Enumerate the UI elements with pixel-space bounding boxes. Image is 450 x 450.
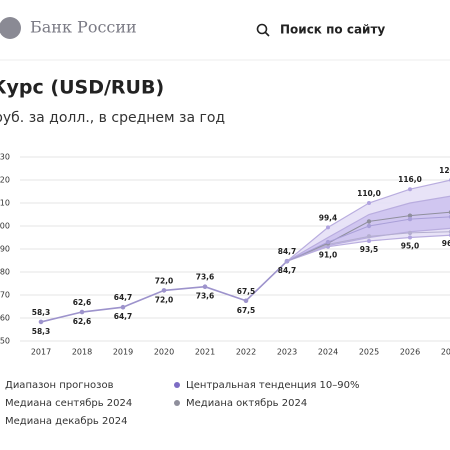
x-tick-label: 2027	[441, 348, 450, 357]
legend-marker	[174, 400, 180, 406]
data-label: 93,5	[360, 245, 379, 254]
chart-subtitle: руб. за долл., в среднем за год	[0, 110, 225, 126]
data-label: 62,6	[73, 317, 92, 326]
history-point	[120, 304, 126, 310]
median-point	[366, 234, 372, 239]
search[interactable]: Поиск по сайту	[256, 23, 386, 37]
history-point	[202, 284, 208, 290]
x-tick-label: 2020	[154, 348, 174, 357]
x-tick-label: 2025	[359, 348, 379, 357]
band-point	[326, 225, 330, 230]
y-tick-label: 80	[0, 268, 10, 277]
search-icon-handle	[264, 31, 270, 37]
median-point	[284, 258, 290, 264]
data-label: 64,7	[114, 293, 133, 302]
x-tick-label: 2022	[236, 348, 256, 357]
logo[interactable]: Банк России	[0, 17, 137, 39]
data-label: 64,7	[114, 312, 133, 321]
median-point	[407, 216, 413, 222]
y-tick-label: 120	[0, 176, 10, 185]
y-tick-label: 130	[0, 153, 10, 162]
data-label: 67,5	[237, 306, 256, 315]
chart-title: Курс (USD/RUB)	[0, 77, 164, 99]
y-tick-label: 100	[0, 222, 10, 231]
x-tick-label: 2019	[113, 348, 133, 357]
median-point	[407, 230, 413, 236]
legend-label: Медиана сентябрь 2024	[5, 398, 132, 409]
data-label: 84,7	[278, 247, 297, 256]
x-tick-label: 2018	[72, 348, 92, 357]
search-text: Поиск по сайту	[280, 23, 385, 37]
band-point	[367, 201, 371, 205]
x-tick-label: 2021	[195, 348, 215, 357]
legend-label: Медиана октябрь 2024	[186, 398, 307, 409]
median-point	[366, 219, 372, 224]
data-label: 84,7	[278, 266, 297, 275]
data-label: 58,3	[32, 327, 51, 336]
legend-label: Центральная тенденция 10–90%	[186, 380, 359, 391]
legend-label: Медиана декабрь 2024	[5, 416, 127, 427]
band-point	[408, 235, 412, 240]
history-point	[161, 288, 167, 293]
band-edge	[286, 195, 450, 262]
median-point	[325, 239, 331, 245]
data-label: 96,0	[442, 239, 450, 248]
emblem	[0, 17, 21, 39]
median-point	[407, 213, 413, 218]
y-tick-label: 50	[0, 337, 10, 346]
band-point	[408, 187, 412, 192]
data-label: 110,0	[357, 189, 381, 198]
y-tick-label: 70	[0, 291, 10, 300]
logo-text: Банк России	[30, 18, 137, 37]
y-tick-label: 110	[0, 199, 10, 208]
data-label: 73,6	[196, 292, 215, 301]
median-point	[366, 223, 372, 229]
data-label: 95,0	[401, 242, 420, 251]
search-icon	[256, 23, 268, 35]
data-label: 120,0	[439, 166, 450, 175]
data-label: 67,5	[237, 287, 256, 296]
legend-label: Диапазон прогнозов	[5, 380, 114, 391]
y-tick-label: 60	[0, 314, 10, 323]
history-point	[243, 298, 249, 304]
legend-marker	[174, 382, 180, 388]
x-tick-label: 2023	[277, 348, 297, 357]
x-tick-label: 2017	[31, 348, 51, 357]
band-point	[367, 238, 371, 243]
data-label: 116,0	[398, 175, 422, 184]
x-tick-label: 2024	[318, 348, 338, 357]
data-label: 99,4	[319, 213, 338, 222]
data-label: 91,0	[319, 251, 338, 260]
y-tick-label: 90	[0, 245, 10, 254]
data-label: 73,6	[196, 273, 215, 282]
history-point	[38, 319, 44, 325]
data-label: 72,0	[155, 295, 174, 304]
data-label: 62,6	[73, 298, 92, 307]
data-label: 58,3	[32, 308, 51, 317]
x-tick-label: 2026	[400, 348, 420, 357]
history-point	[79, 309, 85, 315]
data-label: 72,0	[155, 276, 174, 285]
